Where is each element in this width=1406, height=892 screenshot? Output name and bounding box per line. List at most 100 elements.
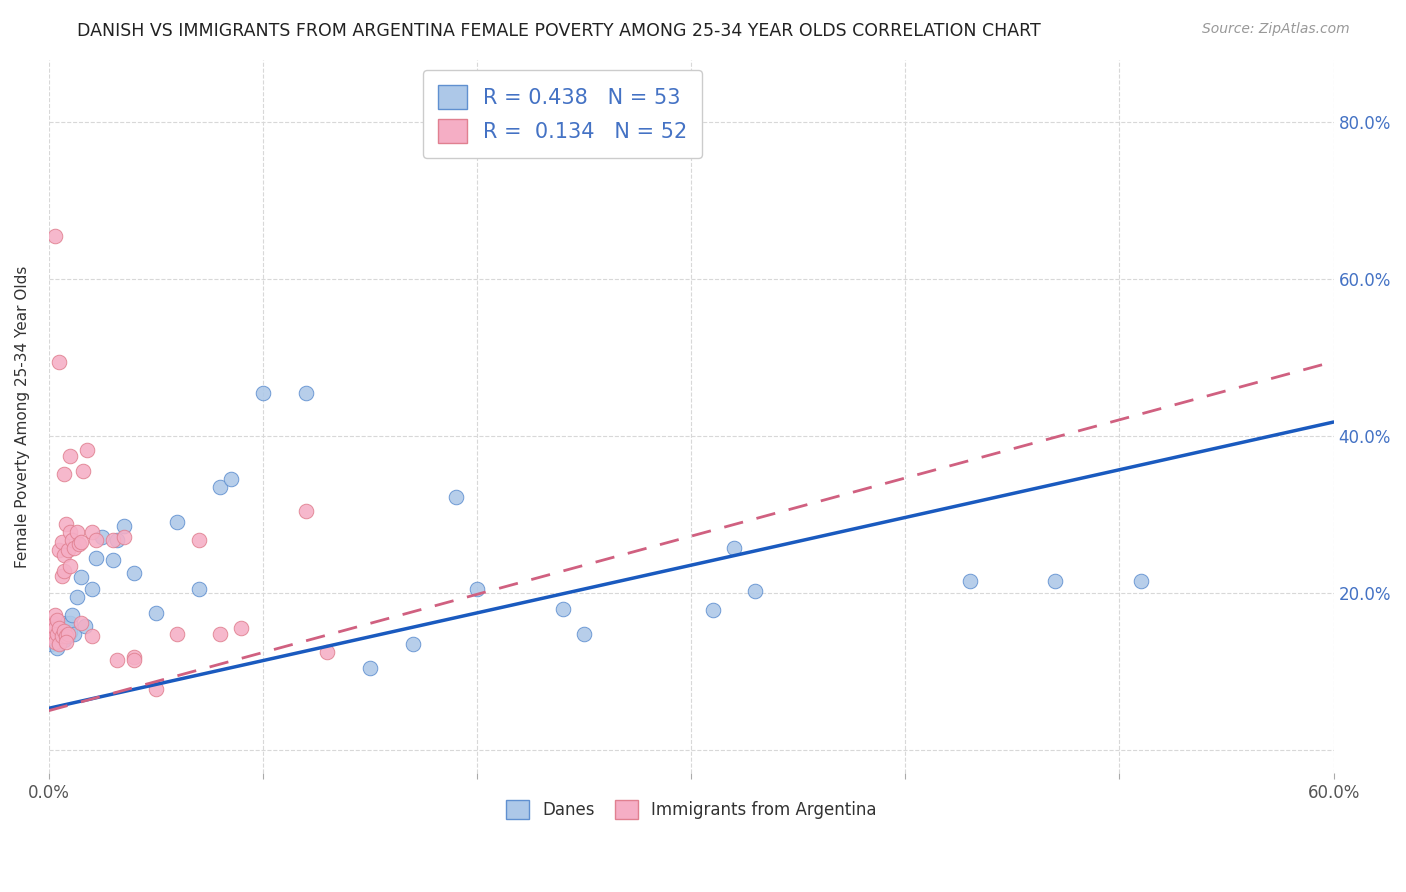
Point (444, 491, 467, 505)
Point (316, 645, 339, 659)
Point (187, 582, 209, 596)
Point (80, 524, 103, 539)
Point (465, 582, 488, 596)
Point (52, 467, 75, 481)
Point (124, 650, 146, 665)
Point (70, 570, 93, 584)
Point (145, 681, 167, 696)
Point (70, 535, 93, 549)
Point (166, 516, 188, 530)
Point (702, 603, 724, 617)
Point (572, 627, 595, 641)
Point (44, 621, 66, 635)
Point (44, 229, 66, 244)
Point (84, 550, 107, 565)
Point (59, 558, 82, 573)
Point (46, 632, 69, 646)
Point (959, 574, 981, 589)
Point (1045, 574, 1067, 589)
Point (60, 607, 83, 622)
Point (231, 621, 253, 635)
Point (42, 627, 65, 641)
Point (59, 615, 82, 630)
Point (42, 615, 65, 630)
Point (51, 568, 73, 582)
Point (80, 629, 103, 643)
Point (209, 627, 232, 641)
Point (65, 590, 87, 604)
Point (44, 634, 66, 648)
Point (112, 519, 135, 533)
Point (42, 629, 65, 643)
Point (55, 634, 77, 648)
Point (55, 516, 77, 531)
Point (48, 354, 70, 368)
Point (51, 535, 73, 549)
Point (65, 524, 87, 539)
Point (101, 553, 124, 567)
Point (101, 533, 124, 547)
Point (48, 636, 70, 650)
Point (359, 660, 381, 674)
Point (124, 566, 146, 581)
Point (76, 443, 98, 458)
Point (294, 503, 316, 517)
Point (67, 537, 90, 551)
Point (145, 606, 167, 620)
Point (52, 564, 75, 578)
Point (80, 582, 103, 596)
Point (124, 653, 146, 667)
Point (51, 632, 73, 646)
Point (402, 637, 425, 651)
Point (56, 629, 79, 643)
Point (52, 624, 75, 638)
Point (46, 640, 69, 655)
Point (59, 524, 82, 539)
Point (55, 627, 77, 641)
Point (60, 533, 83, 547)
Point (51, 625, 73, 640)
Point (294, 386, 316, 401)
Text: DANISH VS IMMIGRANTS FROM ARGENTINA FEMALE POVERTY AMONG 25-34 YEAR OLDS CORRELA: DANISH VS IMMIGRANTS FROM ARGENTINA FEMA… (77, 22, 1040, 40)
Point (52, 624, 75, 638)
Point (56, 627, 79, 641)
Point (105, 653, 128, 667)
Point (551, 601, 574, 615)
Point (112, 529, 135, 543)
Point (105, 533, 128, 547)
Point (166, 627, 188, 641)
Point (744, 584, 766, 599)
Point (56, 542, 79, 557)
Point (44, 627, 66, 641)
Point (46, 627, 69, 641)
Point (52, 633, 75, 648)
Point (219, 472, 242, 486)
Point (63, 541, 86, 555)
Point (39, 621, 62, 635)
Point (59, 625, 82, 640)
Legend: Danes, Immigrants from Argentina: Danes, Immigrants from Argentina (499, 793, 883, 826)
Point (46, 614, 69, 628)
Point (63, 627, 86, 641)
Point (56, 621, 79, 635)
Point (72, 465, 94, 479)
Point (252, 386, 274, 401)
Point (44, 621, 66, 635)
Point (52, 549, 75, 563)
Point (55, 629, 77, 643)
Point (84, 533, 107, 547)
Point (39, 629, 62, 643)
Point (187, 533, 209, 547)
Point (55, 615, 77, 630)
Point (1129, 574, 1152, 589)
Point (48, 542, 70, 557)
Point (39, 637, 62, 651)
Point (70, 615, 93, 630)
Point (209, 480, 232, 494)
Point (44, 607, 66, 622)
Point (59, 449, 82, 463)
Point (44, 633, 66, 648)
Point (723, 541, 745, 555)
Point (48, 621, 70, 635)
Point (48, 629, 70, 643)
